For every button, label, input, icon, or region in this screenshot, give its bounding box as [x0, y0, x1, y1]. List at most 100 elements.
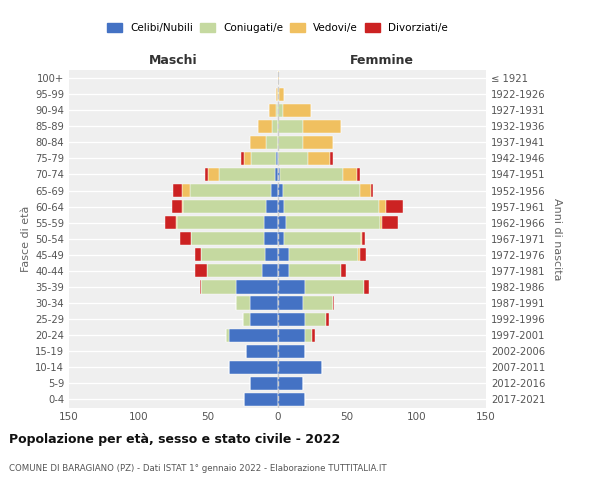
Bar [229, 360, 277, 374]
Bar [379, 200, 386, 213]
Bar [200, 280, 201, 293]
Text: Popolazione per età, sesso e stato civile - 2022: Popolazione per età, sesso e stato civil… [9, 432, 340, 446]
Bar [277, 88, 279, 101]
Bar [243, 312, 250, 326]
Bar [277, 312, 305, 326]
Bar [362, 232, 365, 245]
Bar [180, 232, 191, 245]
Bar [182, 200, 183, 213]
Bar [265, 248, 277, 262]
Bar [276, 88, 277, 101]
Bar [277, 120, 302, 133]
Bar [277, 232, 284, 245]
Bar [196, 248, 201, 262]
Bar [277, 328, 305, 342]
Bar [305, 312, 326, 326]
Bar [269, 104, 276, 117]
Bar [277, 200, 284, 213]
Bar [165, 216, 176, 230]
Bar [380, 216, 382, 230]
Bar [382, 216, 398, 230]
Bar [302, 136, 333, 149]
Bar [341, 264, 346, 278]
Bar [178, 216, 263, 230]
Bar [277, 344, 305, 358]
Bar [308, 152, 331, 165]
Bar [277, 377, 302, 390]
Bar [205, 168, 208, 181]
Bar [289, 264, 341, 278]
Bar [276, 104, 277, 117]
Bar [250, 312, 277, 326]
Bar [283, 104, 311, 117]
Bar [176, 216, 178, 230]
Text: COMUNE DI BARAGIANO (PZ) - Dati ISTAT 1° gennaio 2022 - Elaborazione TUTTITALIA.: COMUNE DI BARAGIANO (PZ) - Dati ISTAT 1°… [9, 464, 386, 473]
Bar [277, 136, 302, 149]
Bar [250, 377, 277, 390]
Bar [333, 296, 334, 310]
Bar [312, 328, 315, 342]
Bar [277, 152, 308, 165]
Bar [251, 152, 276, 165]
Bar [190, 184, 271, 197]
Bar [302, 296, 333, 310]
Y-axis label: Fasce di età: Fasce di età [21, 206, 31, 272]
Bar [305, 328, 312, 342]
Bar [280, 168, 343, 181]
Bar [371, 184, 373, 197]
Bar [277, 360, 322, 374]
Bar [364, 280, 369, 293]
Bar [284, 232, 361, 245]
Text: Maschi: Maschi [149, 54, 197, 68]
Bar [277, 264, 289, 278]
Bar [271, 184, 277, 197]
Bar [277, 296, 302, 310]
Legend: Celibi/Nubili, Coniugati/e, Vedovi/e, Divorziati/e: Celibi/Nubili, Coniugati/e, Vedovi/e, Di… [107, 23, 448, 33]
Bar [275, 168, 277, 181]
Bar [277, 216, 286, 230]
Bar [359, 184, 371, 197]
Bar [244, 393, 277, 406]
Bar [277, 184, 283, 197]
Bar [172, 200, 182, 213]
Y-axis label: Anni di nascita: Anni di nascita [552, 198, 562, 280]
Bar [331, 152, 333, 165]
Bar [277, 104, 283, 117]
Bar [358, 248, 359, 262]
Bar [245, 344, 277, 358]
Bar [236, 296, 250, 310]
Bar [183, 200, 266, 213]
Bar [361, 232, 362, 245]
Bar [236, 280, 277, 293]
Bar [266, 136, 277, 149]
Bar [357, 168, 359, 181]
Bar [244, 152, 251, 165]
Bar [289, 248, 358, 262]
Bar [283, 184, 359, 197]
Bar [191, 232, 263, 245]
Bar [250, 296, 277, 310]
Bar [266, 200, 277, 213]
Bar [277, 248, 289, 262]
Bar [263, 232, 277, 245]
Bar [263, 216, 277, 230]
Bar [272, 120, 277, 133]
Bar [201, 280, 236, 293]
Bar [208, 168, 219, 181]
Bar [262, 264, 277, 278]
Bar [258, 120, 272, 133]
Bar [276, 152, 277, 165]
Bar [284, 200, 379, 213]
Bar [277, 168, 280, 181]
Bar [206, 264, 262, 278]
Bar [343, 168, 357, 181]
Bar [305, 280, 364, 293]
Bar [286, 216, 380, 230]
Bar [219, 168, 275, 181]
Bar [250, 136, 266, 149]
Text: Femmine: Femmine [350, 54, 414, 68]
Bar [173, 184, 182, 197]
Bar [326, 312, 329, 326]
Bar [226, 328, 229, 342]
Bar [386, 200, 403, 213]
